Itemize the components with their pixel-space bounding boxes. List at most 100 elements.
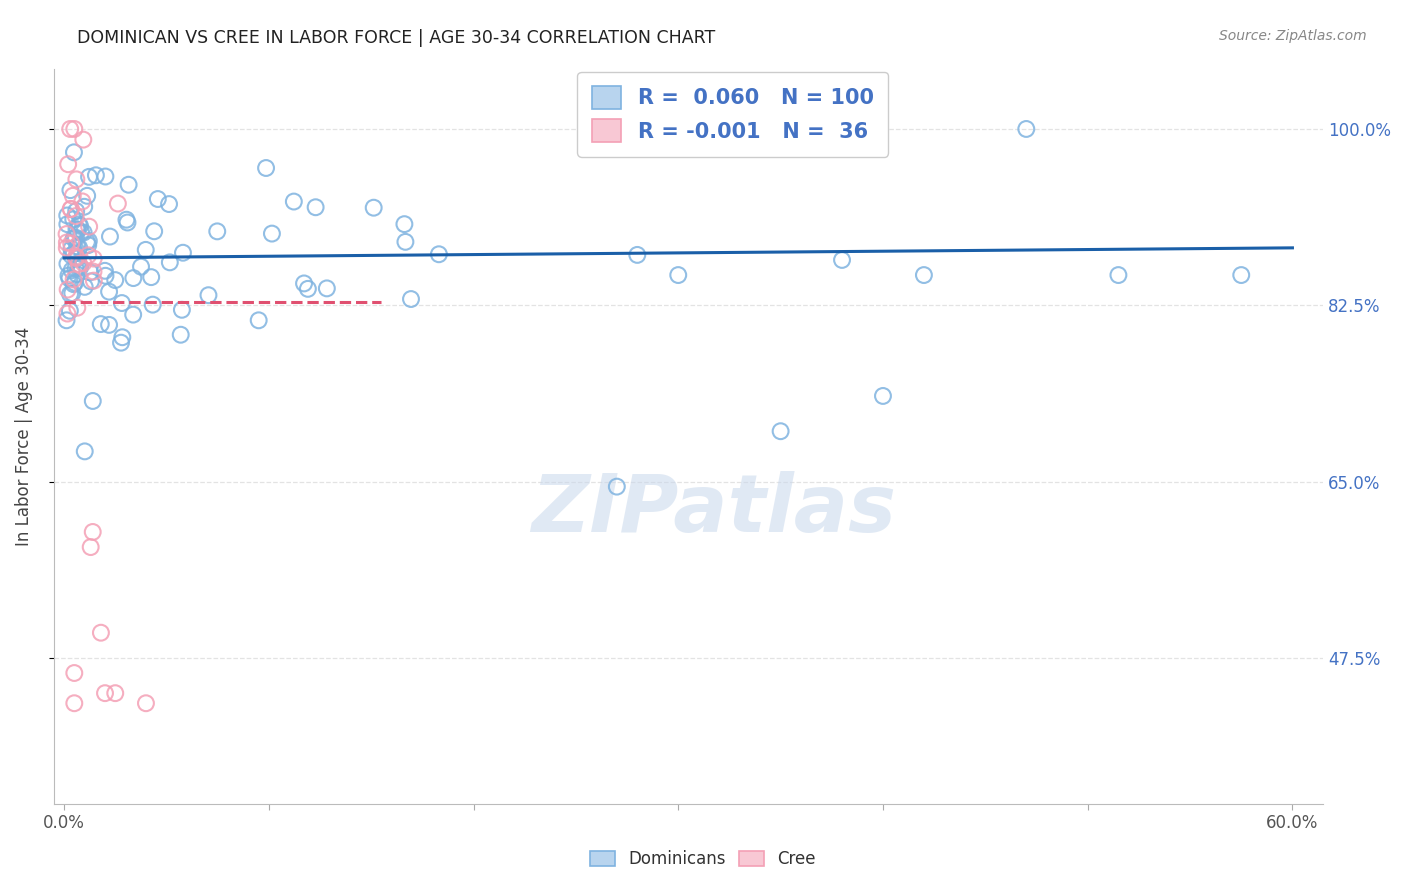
Point <box>98 229 121 244</box>
Point <box>626 248 648 262</box>
Point <box>55 313 77 327</box>
Point <box>82 265 104 279</box>
Point <box>60 248 83 262</box>
Point <box>135 243 157 257</box>
Point <box>831 252 853 267</box>
Point <box>304 200 326 214</box>
Point <box>60 286 83 301</box>
Point <box>82 524 104 539</box>
Point <box>1015 122 1038 136</box>
Point <box>59 122 82 136</box>
Point <box>90 317 112 331</box>
Point <box>65 250 87 264</box>
Point <box>73 280 96 294</box>
Point <box>141 270 163 285</box>
Point <box>65 222 87 236</box>
Point <box>146 192 169 206</box>
Point <box>65 204 87 219</box>
Legend: Dominicans, Cree: Dominicans, Cree <box>583 844 823 875</box>
Point <box>62 272 84 286</box>
Point <box>82 394 104 409</box>
Point <box>666 268 689 282</box>
Point <box>66 239 89 253</box>
Point <box>63 696 86 710</box>
Point <box>122 308 145 322</box>
Point <box>363 201 385 215</box>
Point <box>59 303 82 318</box>
Point <box>59 183 82 197</box>
Point <box>157 197 180 211</box>
Point <box>912 268 935 282</box>
Point <box>399 292 422 306</box>
Point <box>94 686 117 700</box>
Point <box>65 231 87 245</box>
Text: ZIPatlas: ZIPatlas <box>531 471 897 549</box>
Point <box>247 313 270 327</box>
Point <box>77 248 100 262</box>
Point <box>62 212 84 227</box>
Point <box>94 268 117 283</box>
Point <box>66 267 89 281</box>
Point <box>55 227 77 241</box>
Point <box>67 260 90 275</box>
Point <box>65 209 87 223</box>
Point <box>77 234 100 248</box>
Point <box>135 696 157 710</box>
Point <box>66 251 89 265</box>
Point <box>77 238 100 252</box>
Point <box>292 277 315 291</box>
Point <box>77 219 100 234</box>
Point <box>606 480 628 494</box>
Point <box>1107 268 1129 282</box>
Point <box>72 194 94 209</box>
Point <box>111 330 134 344</box>
Point <box>62 189 84 203</box>
Point <box>77 169 100 184</box>
Point <box>170 327 193 342</box>
Point <box>56 257 79 271</box>
Point <box>79 540 101 554</box>
Point <box>66 301 89 315</box>
Point <box>66 223 89 237</box>
Point <box>59 287 82 301</box>
Point <box>94 169 117 184</box>
Point <box>60 236 83 251</box>
Point <box>90 625 112 640</box>
Point <box>56 283 79 297</box>
Point <box>70 226 93 240</box>
Point <box>104 686 127 700</box>
Point <box>72 256 94 270</box>
Point <box>65 172 87 186</box>
Point <box>427 247 450 261</box>
Point <box>65 261 87 276</box>
Point <box>142 298 165 312</box>
Point <box>872 389 894 403</box>
Point <box>76 189 98 203</box>
Text: DOMINICAN VS CREE IN LABOR FORCE | AGE 30-34 CORRELATION CHART: DOMINICAN VS CREE IN LABOR FORCE | AGE 3… <box>77 29 716 46</box>
Point <box>283 194 305 209</box>
Point <box>79 265 101 279</box>
Point <box>172 245 194 260</box>
Point <box>115 212 138 227</box>
Point <box>122 271 145 285</box>
Point <box>69 260 91 274</box>
Point <box>769 424 792 438</box>
Point <box>117 178 139 192</box>
Point <box>76 235 98 249</box>
Point <box>67 257 90 271</box>
Point <box>83 274 105 288</box>
Point <box>69 219 91 233</box>
Point <box>62 277 84 292</box>
Point <box>73 444 96 458</box>
Point <box>56 157 79 171</box>
Point <box>110 335 132 350</box>
Point <box>111 296 134 310</box>
Point <box>67 218 90 232</box>
Point <box>65 251 87 265</box>
Point <box>98 318 121 332</box>
Y-axis label: In Labor Force | Age 30-34: In Labor Force | Age 30-34 <box>15 326 32 546</box>
Point <box>65 251 87 265</box>
Legend: R =  0.060   N = 100, R = -0.001   N =  36: R = 0.060 N = 100, R = -0.001 N = 36 <box>578 71 889 157</box>
Point <box>63 665 86 680</box>
Point <box>58 271 80 285</box>
